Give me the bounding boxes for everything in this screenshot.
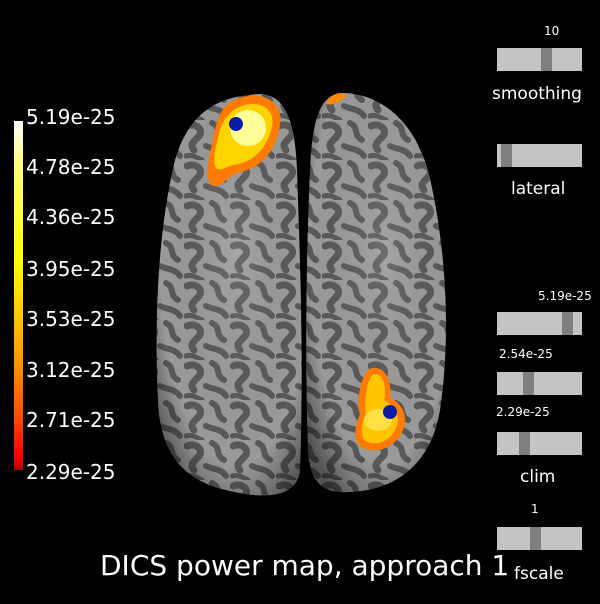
lateral-slider-handle[interactable]	[501, 144, 512, 167]
clim-min-slider-handle[interactable]	[519, 432, 530, 455]
clim-mid-value: 2.54e-25	[499, 347, 553, 361]
fscale-value: 1	[531, 502, 539, 516]
smoothing-value: 10	[544, 24, 560, 38]
smoothing-slider[interactable]	[497, 48, 582, 71]
activation-right-frontal-edge	[326, 93, 346, 105]
clim-max-value: 5.19e-25	[538, 289, 592, 303]
colorbar-tick-label: 4.36e-25	[26, 205, 116, 229]
fscale-label: fscale	[514, 564, 564, 584]
smoothing-label: smoothing	[492, 84, 582, 104]
colorbar-tick-label: 3.95e-25	[26, 257, 116, 281]
clim-max-slider-handle[interactable]	[562, 312, 573, 335]
lateral-label: lateral	[511, 179, 566, 199]
clim-label: clim	[520, 467, 556, 487]
colorbar-tick-label: 4.78e-25	[26, 155, 116, 179]
clim-max-slider[interactable]	[497, 312, 582, 335]
left-hemisphere	[156, 94, 302, 496]
colorbar-tick-label: 5.19e-25	[26, 105, 116, 129]
right-hemisphere	[306, 92, 447, 493]
colorbar-tick-label: 3.12e-25	[26, 358, 116, 382]
clim-mid-slider-handle[interactable]	[523, 372, 534, 395]
colorbar-tick-label: 3.53e-25	[26, 307, 116, 331]
clim-min-value: 2.29e-25	[496, 405, 550, 419]
colorbar-tick-label: 2.29e-25	[26, 460, 116, 484]
lateral-slider[interactable]	[497, 144, 582, 167]
activation-right-posterior	[355, 367, 405, 451]
smoothing-slider-handle[interactable]	[541, 48, 552, 71]
colorbar-tick-label: 2.71e-25	[26, 408, 116, 432]
figure-title: DICS power map, approach 1	[100, 549, 510, 582]
fscale-slider-handle[interactable]	[530, 527, 541, 550]
clim-mid-slider[interactable]	[497, 372, 582, 395]
clim-min-slider[interactable]	[497, 432, 582, 455]
dipole-marker-right	[383, 405, 397, 419]
fscale-slider[interactable]	[497, 527, 582, 550]
dipole-marker-left	[229, 117, 243, 131]
colorbar	[14, 121, 23, 470]
